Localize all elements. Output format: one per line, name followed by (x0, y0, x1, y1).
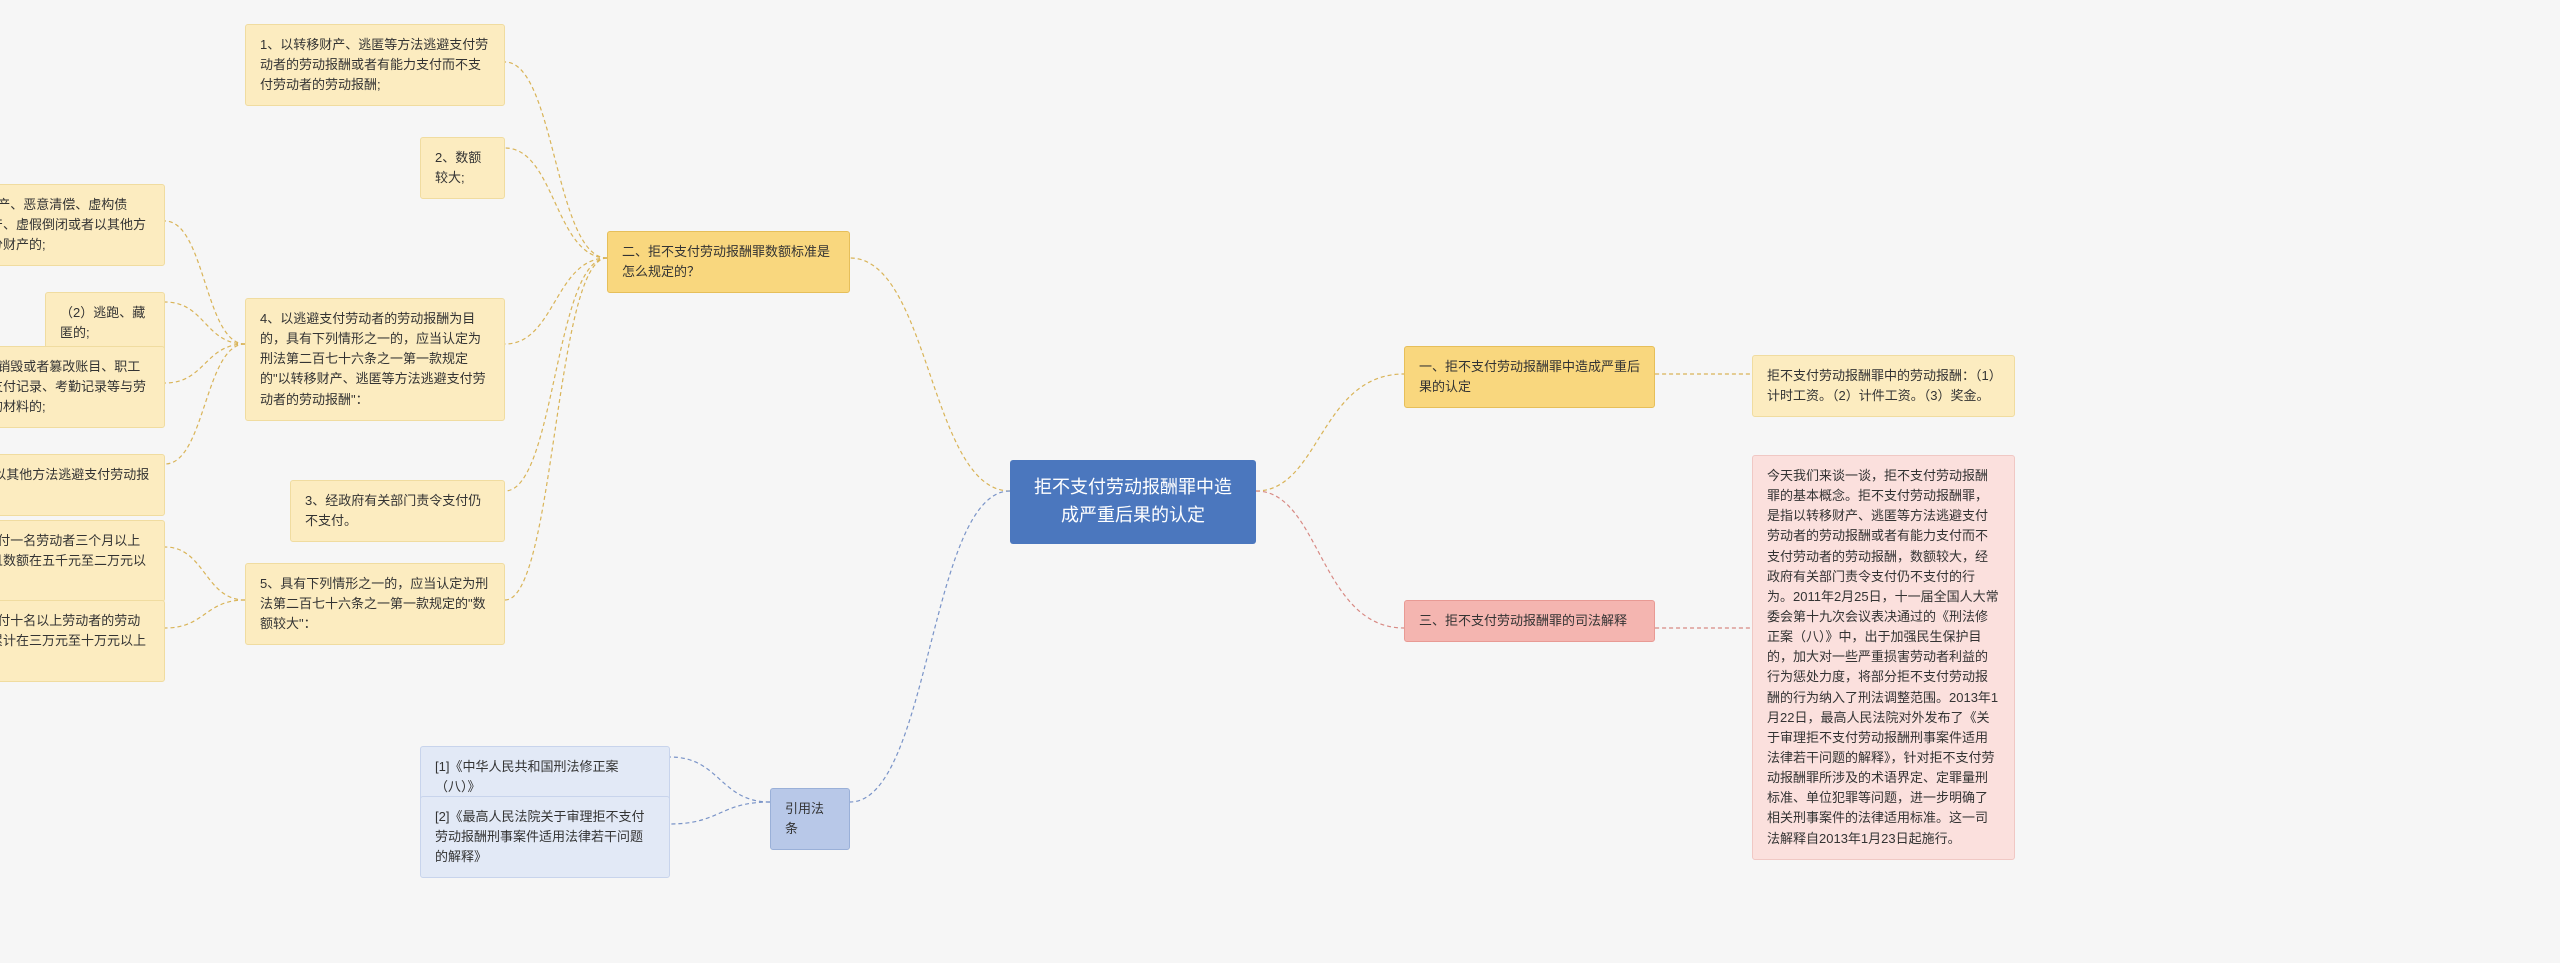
g4-text: （4）以其他方法逃避支付劳动报酬的。 (0, 467, 149, 502)
branch-cite[interactable]: 引用法条 (770, 788, 850, 850)
branch-3-label: 三、拒不支付劳动报酬罪的司法解释 (1419, 613, 1627, 628)
branch-2[interactable]: 二、拒不支付劳动报酬罪数额标准是怎么规定的？ (607, 231, 850, 293)
branch-2-c4[interactable]: 4、以逃避支付劳动者的劳动报酬为目的，具有下列情形之一的，应当认定为刑法第二百七… (245, 298, 505, 421)
branch-3-child-text: 今天我们来谈一谈，拒不支付劳动报酬罪的基本概念。拒不支付劳动报酬罪，是指以转移财… (1767, 468, 1999, 846)
cite-c2[interactable]: [2]《最高人民法院关于审理拒不支付劳动报酬刑事案件适用法律若干问题的解释》 (420, 796, 670, 878)
branch-2-c4-text: 4、以逃避支付劳动者的劳动报酬为目的，具有下列情形之一的，应当认定为刑法第二百七… (260, 311, 486, 407)
branch-2-c4-g1[interactable]: （1）隐匿财产、恶意清偿、虚构债务、虚假破产、虚假倒闭或者以其他方法转移、处分财… (0, 184, 165, 266)
branch-2-c4-g2[interactable]: （2）逃跑、藏匿的; (45, 292, 165, 354)
branch-2-c5-g2[interactable]: （2）拒不支付十名以上劳动者的劳动报酬且数额累计在三万元至十万元以上的。 (0, 600, 165, 682)
branch-2-c1[interactable]: 1、以转移财产、逃匿等方法逃避支付劳动者的劳动报酬或者有能力支付而不支付劳动者的… (245, 24, 505, 106)
branch-2-c1-text: 1、以转移财产、逃匿等方法逃避支付劳动者的劳动报酬或者有能力支付而不支付劳动者的… (260, 37, 488, 92)
branch-1-child[interactable]: 拒不支付劳动报酬罪中的劳动报酬：（1）计时工资。（2）计件工资。（3）奖金。 (1752, 355, 2015, 417)
branch-2-c3[interactable]: 3、经政府有关部门责令支付仍不支付。 (290, 480, 505, 542)
g1-text: （1）隐匿财产、恶意清偿、虚构债务、虚假破产、虚假倒闭或者以其他方法转移、处分财… (0, 197, 146, 252)
branch-2-c2[interactable]: 2、数额较大; (420, 137, 505, 199)
branch-1-child-text: 拒不支付劳动报酬罪中的劳动报酬：（1）计时工资。（2）计件工资。（3）奖金。 (1767, 368, 1995, 403)
branch-3-child[interactable]: 今天我们来谈一谈，拒不支付劳动报酬罪的基本概念。拒不支付劳动报酬罪，是指以转移财… (1752, 455, 2015, 860)
g2-text: （2）逃跑、藏匿的; (60, 305, 145, 340)
branch-2-c5-text: 5、具有下列情形之一的，应当认定为刑法第二百七十六条之一第一款规定的"数额较大"… (260, 576, 488, 631)
branch-1[interactable]: 一、拒不支付劳动报酬罪中造成严重后果的认定 (1404, 346, 1655, 408)
branch-2-c2-text: 2、数额较大; (435, 150, 481, 185)
c5g2-text: （2）拒不支付十名以上劳动者的劳动报酬且数额累计在三万元至十万元以上的。 (0, 613, 146, 668)
branch-2-c5-g1[interactable]: （1）拒不支付一名劳动者三个月以上的劳动报酬且数额在五千元至二万元以上的; (0, 520, 165, 602)
g3-text: （3）隐匿、销毁或者篡改账目、职工名册、工资支付记录、考勤记录等与劳动报酬相关的… (0, 359, 146, 414)
c5g1-text: （1）拒不支付一名劳动者三个月以上的劳动报酬且数额在五千元至二万元以上的; (0, 533, 146, 588)
branch-2-c4-g3[interactable]: （3）隐匿、销毁或者篡改账目、职工名册、工资支付记录、考勤记录等与劳动报酬相关的… (0, 346, 165, 428)
branch-2-c3-text: 3、经政府有关部门责令支付仍不支付。 (305, 493, 481, 528)
cite-c1-text: [1]《中华人民共和国刑法修正案（八）》 (435, 759, 618, 794)
branch-2-label: 二、拒不支付劳动报酬罪数额标准是怎么规定的？ (622, 244, 830, 279)
root-text: 拒不支付劳动报酬罪中造 成严重后果的认定 (1034, 477, 1232, 525)
branch-1-label: 一、拒不支付劳动报酬罪中造成严重后果的认定 (1419, 359, 1640, 394)
branch-2-c5[interactable]: 5、具有下列情形之一的，应当认定为刑法第二百七十六条之一第一款规定的"数额较大"… (245, 563, 505, 645)
cite-c2-text: [2]《最高人民法院关于审理拒不支付劳动报酬刑事案件适用法律若干问题的解释》 (435, 809, 644, 864)
branch-cite-label: 引用法条 (785, 801, 824, 836)
branch-3[interactable]: 三、拒不支付劳动报酬罪的司法解释 (1404, 600, 1655, 642)
root-node[interactable]: 拒不支付劳动报酬罪中造 成严重后果的认定 (1010, 460, 1256, 544)
branch-2-c4-g4[interactable]: （4）以其他方法逃避支付劳动报酬的。 (0, 454, 165, 516)
